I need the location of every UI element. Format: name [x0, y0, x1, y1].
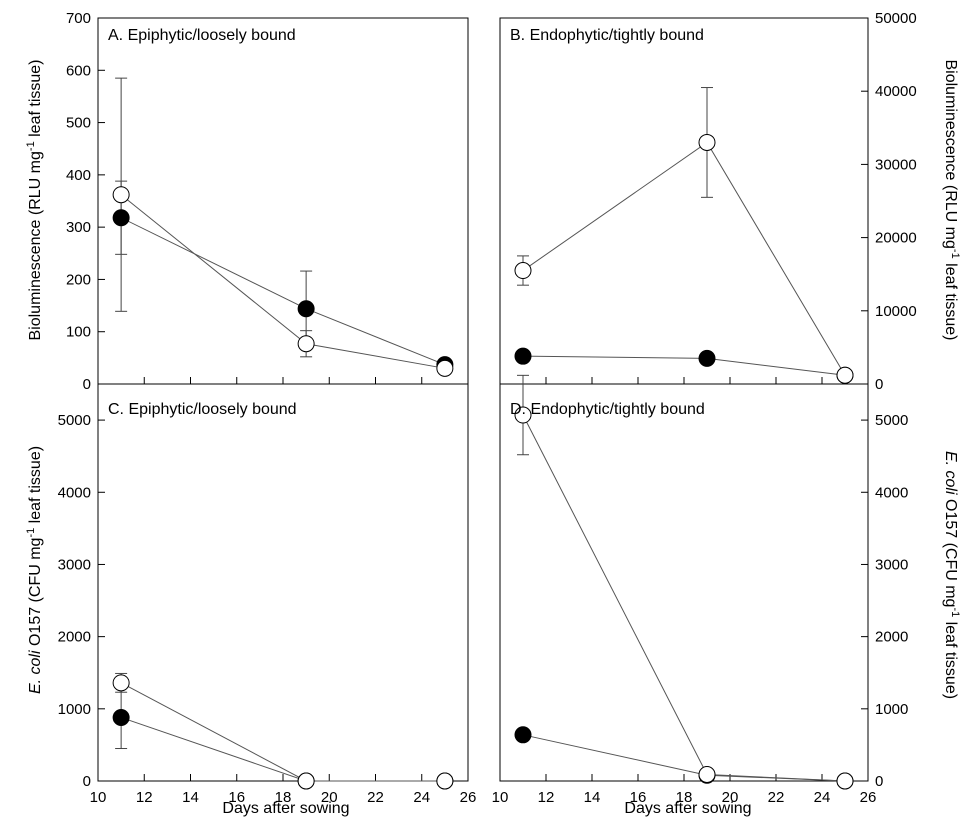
panel-b-open-point: [698, 133, 716, 151]
panel-b-title: B. Endophytic/tightly bound: [510, 27, 704, 44]
panel-a-filled-point: [112, 209, 130, 227]
panel-a-ytick-label: 700: [66, 10, 91, 27]
panel-a-frame: [97, 17, 469, 385]
panel-a-ytick-label: 0: [83, 376, 91, 393]
panel-a-open-point: [297, 335, 315, 353]
panel-d-ytick-label: 3000: [875, 556, 908, 573]
panel-c-xtick-label: 10: [90, 789, 107, 806]
panel-c-xtick-label: 26: [460, 789, 477, 806]
panel-a-open-point: [436, 359, 454, 377]
panel-a-ytick-label: 200: [66, 271, 91, 288]
panel-a-ytick-label: 300: [66, 219, 91, 236]
panel-d-xtick-label: 22: [768, 789, 785, 806]
panel-c-ytick-label: 2000: [58, 629, 91, 646]
panel-c-xtick-label: 22: [367, 789, 384, 806]
panel-a-filled-line: [120, 217, 446, 366]
panel-c-title: C. Epiphytic/loosely bound: [108, 401, 297, 418]
panel-d-frame: [499, 383, 869, 782]
ylabel-right-top: Bioluminescence (RLU mg-1 leaf tissue): [942, 60, 961, 341]
panel-d-title: D. Endophytic/tightly bound: [510, 401, 705, 418]
panel-c-ytick-label: 4000: [58, 484, 91, 501]
panel-d-xtick-label: 26: [860, 789, 877, 806]
panel-c-filled-line: [120, 717, 445, 782]
panel-d-xtick-label: 10: [492, 789, 509, 806]
panel-b-open-point: [514, 262, 532, 280]
xlabel-left: Days after sowing: [222, 800, 349, 817]
panel-d-open-point: [514, 406, 532, 424]
panel-d-xtick-label: 20: [722, 789, 739, 806]
ylabel-right-bottom: E. coli O157 (CFU mg-1 leaf tissue): [942, 451, 961, 699]
panel-c-xtick-label: 18: [275, 789, 292, 806]
panel-d-ytick-label: 4000: [875, 484, 908, 501]
panel-a: 0 100 200 300 400 500 600 700: [66, 10, 469, 393]
panel-c-xtick-label: 12: [136, 789, 153, 806]
panel-d-ytick-label: 1000: [875, 701, 908, 718]
panel-a-ytick-label: 500: [66, 115, 91, 132]
xlabel-right: Days after sowing: [624, 800, 751, 817]
panel-b-ytick-label: 10000: [875, 303, 917, 320]
panel-b-ytick-label: 30000: [875, 156, 917, 173]
panel-b-open-line: [522, 141, 846, 376]
panel-b-filled-point: [698, 349, 716, 367]
panel-a-ytick-label: 100: [66, 324, 91, 341]
panel-a-filled-point: [297, 300, 315, 318]
panel-b-ytick-label: 0: [875, 376, 883, 393]
panel-b-filled-line: [522, 355, 846, 376]
panel-d-ytick-label: 5000: [875, 412, 908, 429]
panel-c-frame: [97, 383, 469, 782]
panel-a-ytick-label: 600: [66, 62, 91, 79]
panel-d-filled-point: [514, 726, 532, 744]
panel-c-open-point: [297, 772, 315, 790]
panel-c-open-point: [436, 772, 454, 790]
panel-b-filled-point: [514, 347, 532, 365]
panel-d-xtick-label: 14: [584, 789, 601, 806]
panel-b: 0 10000 20000 30000 40000 50000: [499, 10, 917, 393]
panel-b-ytick-label: 40000: [875, 83, 917, 100]
panel-a-title: A. Epiphytic/loosely bound: [108, 27, 296, 44]
panel-c-xtick-label: 16: [228, 789, 245, 806]
panel-c-ytick-label: 3000: [58, 556, 91, 573]
panel-c-open-point: [112, 674, 130, 692]
panel-c-ytick-label: 1000: [58, 701, 91, 718]
panel-c-ytick-label: 5000: [58, 412, 91, 429]
panel-d-open-point: [836, 772, 854, 790]
ylabel-left-top: Bioluminescence (RLU mg-1 leaf tissue): [25, 60, 44, 341]
panel-d-ytick-label: 2000: [875, 629, 908, 646]
panel-b-open-point: [836, 366, 854, 384]
panel-a-open-line: [120, 194, 445, 369]
panel-d-ytick-label: 0: [875, 773, 883, 790]
panel-c-xtick-label: 24: [413, 789, 430, 806]
panel-a-open-point: [112, 186, 130, 204]
panel-b-ytick-label: 20000: [875, 230, 917, 247]
panel-c: 10 12 14 16 18 20 22 24 26 0 1000 2000 3000 4000 5000: [58, 383, 477, 806]
panels: 0100200300400500600700010000200003000040…: [58, 10, 917, 806]
ylabel-left-bottom: E. coli O157 (CFU mg-1 leaf tissue): [25, 446, 44, 694]
panel-d-open-line: [522, 414, 846, 782]
panel-c-ytick-label: 0: [83, 773, 91, 790]
panel-c-filled-point: [112, 708, 130, 726]
panel-d-xtick-label: 24: [814, 789, 831, 806]
panel-b-ytick-label: 50000: [875, 10, 917, 27]
panel-d-open-point: [698, 766, 716, 784]
panel-d-xtick-label: 12: [538, 789, 555, 806]
panel-d-xtick-label: 18: [676, 789, 693, 806]
panel-d-xtick-label: 16: [630, 789, 647, 806]
panel-c-xtick-label: 14: [182, 789, 199, 806]
panel-c-xtick-label: 20: [321, 789, 338, 806]
panel-c-open-line: [120, 682, 445, 782]
panel-b-frame: [499, 17, 869, 385]
panel-a-ytick-label: 400: [66, 167, 91, 184]
